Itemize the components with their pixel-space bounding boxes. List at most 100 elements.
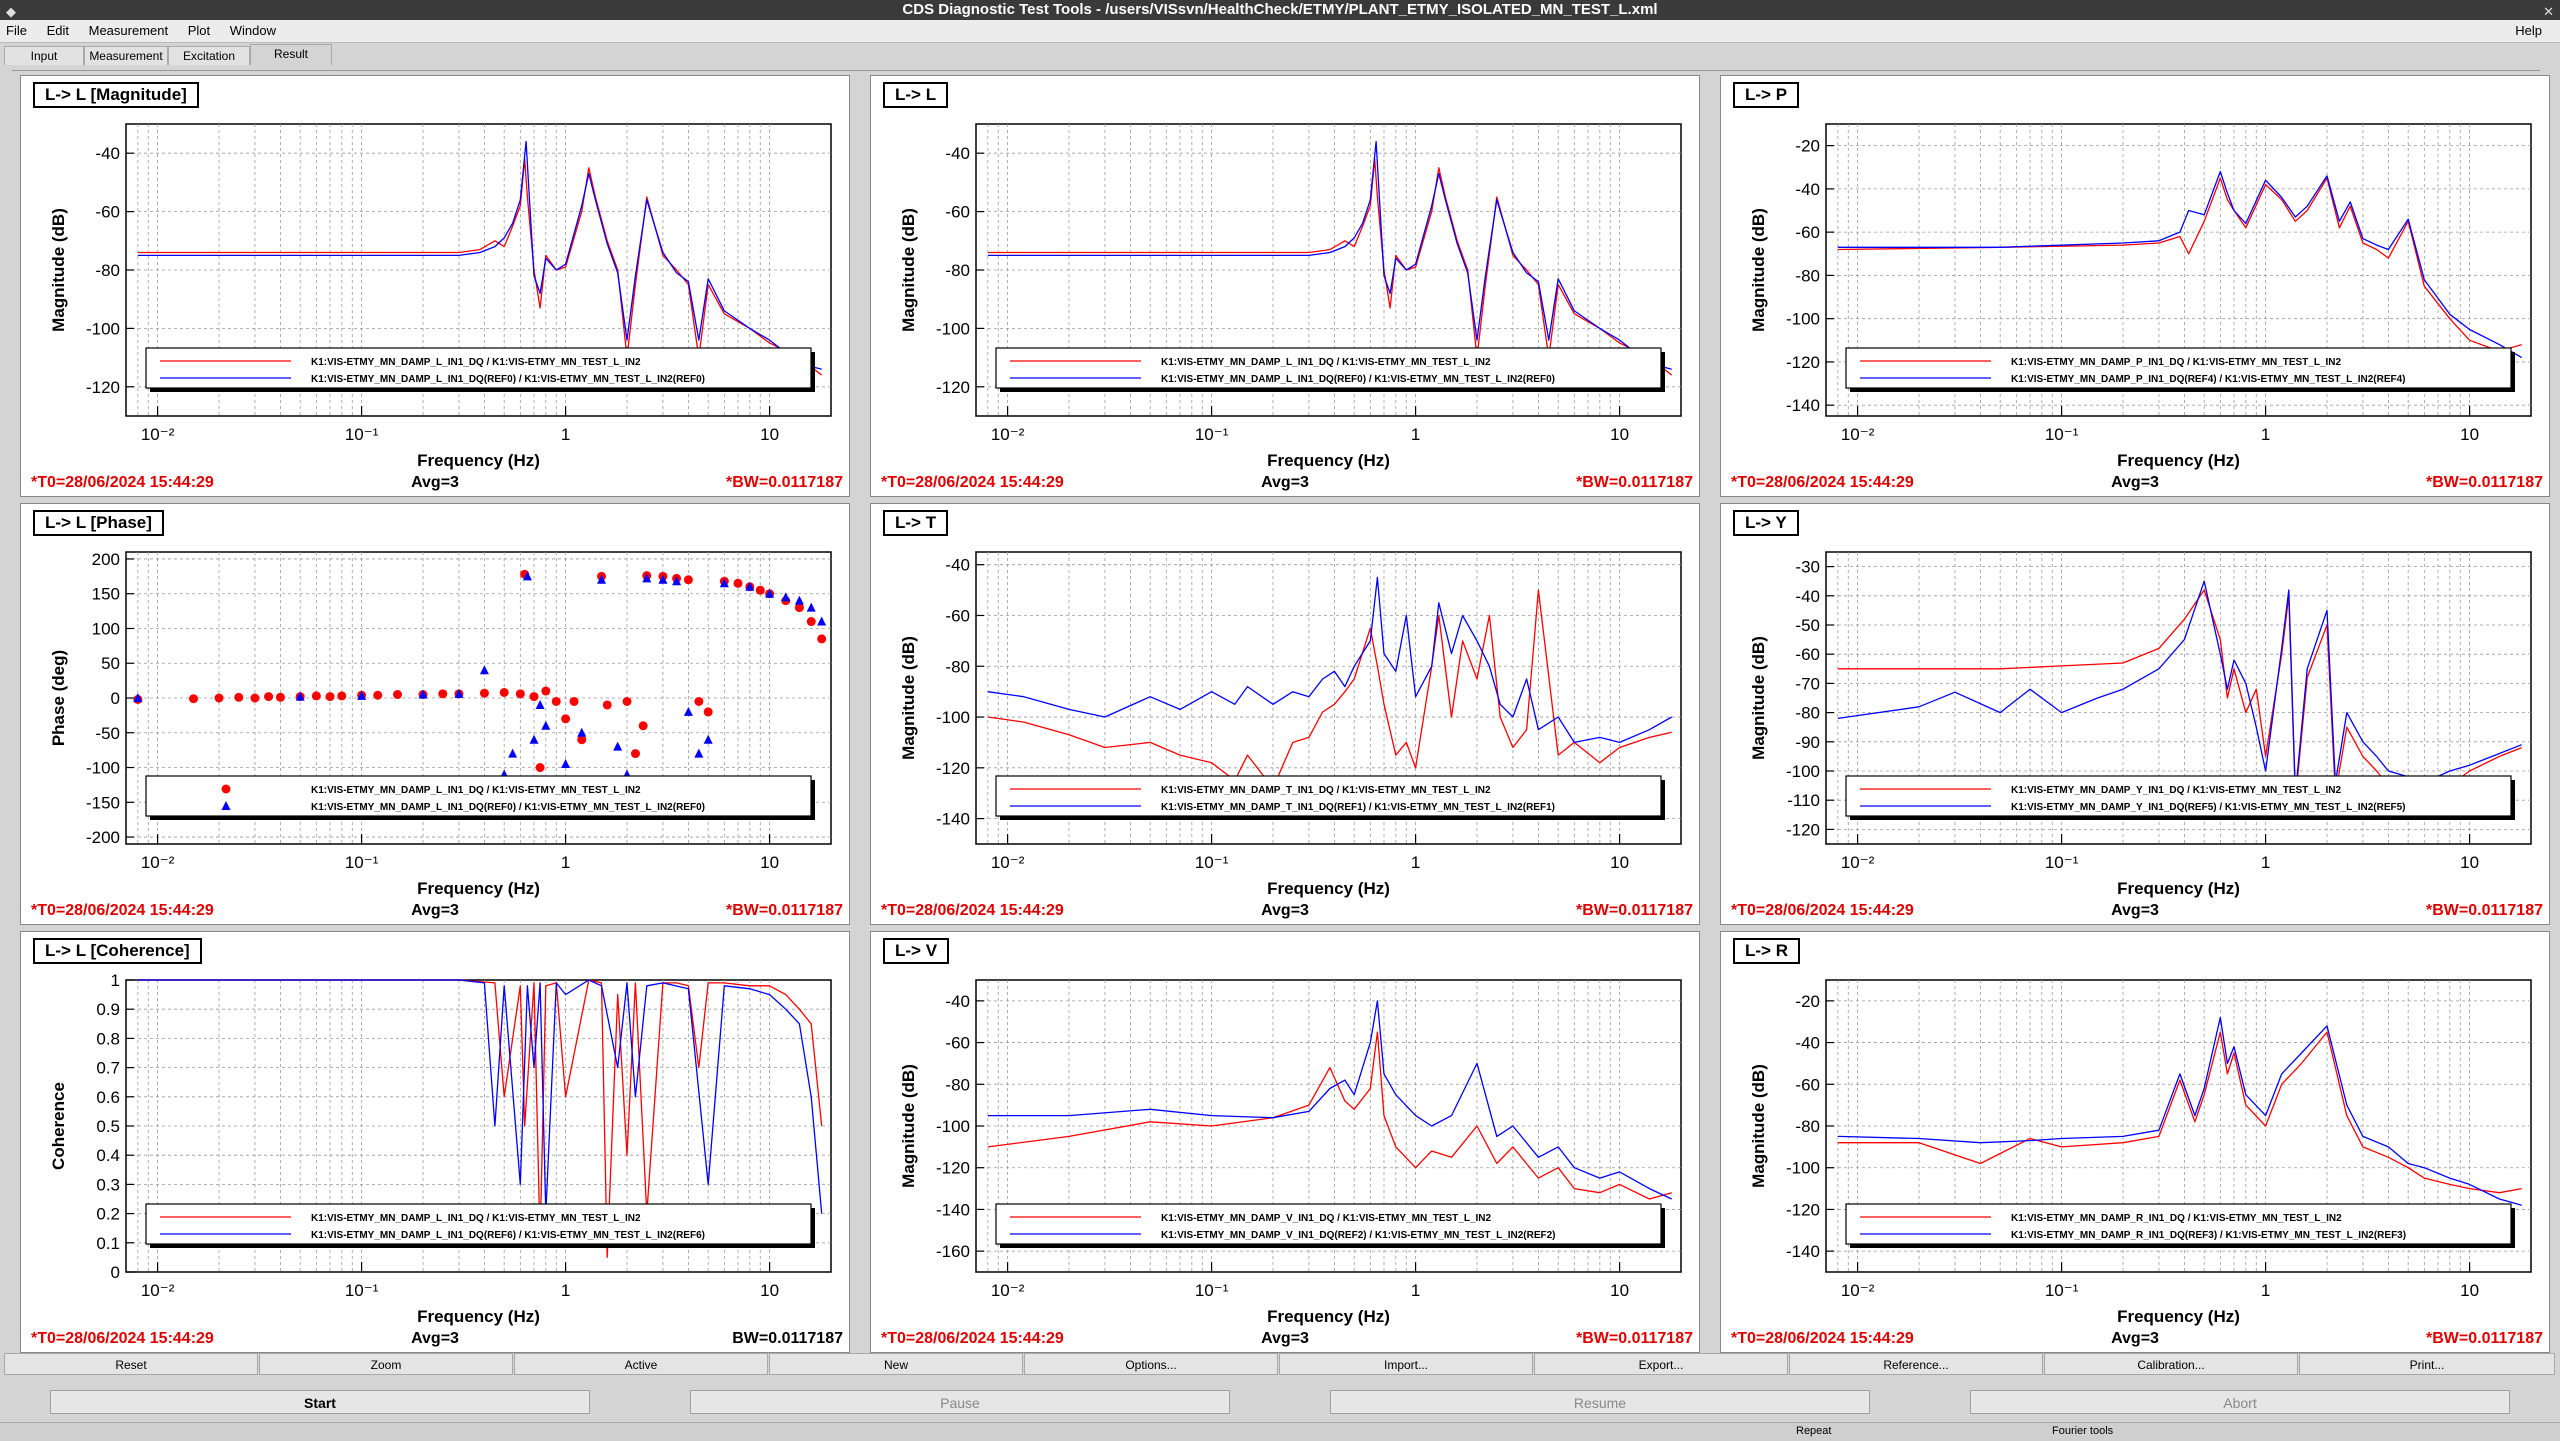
x-tick-label: 10 (1610, 1281, 1629, 1300)
y-tick-label: 1 (111, 971, 120, 990)
data-point (264, 692, 274, 702)
legend-entry: K1:VIS-ETMY_MN_DAMP_V_IN1_DQ(REF2) / K1:… (1161, 1230, 1556, 1241)
menu-help[interactable]: Help (2515, 23, 2542, 38)
y-tick-label: -50 (95, 724, 120, 743)
y-axis-label: Magnitude (dB) (899, 208, 918, 332)
x-tick-label: 1 (561, 425, 570, 444)
calibration-button[interactable]: Calibration... (2044, 1353, 2298, 1375)
plot-panel-l-y[interactable]: -30 -40 -50 -60 -70 -80 -90 -100 -110 -120 10⁻² 10⁻… (1720, 503, 2550, 925)
y-tick-label: -100 (936, 1117, 970, 1136)
plot-panel-l-r[interactable]: -20 -40 -60 -80 -100 -120 -140 10⁻² 10⁻¹ 1 10 Frequ… (1720, 931, 2550, 1353)
y-axis-label: Magnitude (dB) (1749, 208, 1768, 332)
plot-panel-l-l-mag[interactable]: -40 -60 -80 -100 -120 10⁻² 10⁻¹ 1 10 Frequency (H… (20, 75, 850, 497)
export-button[interactable]: Export... (1534, 1353, 1788, 1375)
menu-measurement[interactable]: Measurement (88, 23, 169, 38)
new-button[interactable]: New (769, 1353, 1023, 1375)
data-point (602, 700, 612, 710)
t0-label: *T0=28/06/2024 15:44:29 (31, 902, 214, 919)
t0-label: *T0=28/06/2024 15:44:29 (881, 474, 1064, 491)
bw-label: *BW=0.0117187 (2426, 474, 2543, 491)
menu-window[interactable]: Window (229, 23, 276, 38)
y-tick-label: -60 (1795, 645, 1820, 664)
bw-label: *BW=0.0117187 (2426, 1330, 2543, 1347)
y-tick-label: -120 (936, 759, 970, 778)
data-point (295, 691, 305, 701)
plot-panel-l-l[interactable]: -40 -60 -80 -100 -120 10⁻² 10⁻¹ 1 10 Frequency (H… (870, 75, 1700, 497)
x-tick-label: 10 (760, 425, 779, 444)
y-tick-label: -150 (86, 793, 120, 812)
options-button[interactable]: Options... (1024, 1353, 1278, 1375)
print-button[interactable]: Print... (2299, 1353, 2555, 1375)
menu-file[interactable]: File (6, 23, 27, 38)
data-point (325, 692, 335, 702)
x-tick-label: 1 (2261, 425, 2270, 444)
data-point (781, 592, 791, 602)
x-tick-label: 1 (561, 1281, 570, 1300)
zoom-button[interactable]: Zoom (259, 1353, 513, 1375)
plot-title: L-> P (1733, 82, 1800, 108)
menu-plot[interactable]: Plot (187, 23, 211, 38)
y-tick-label: -40 (945, 556, 970, 575)
t0-label: *T0=28/06/2024 15:44:29 (1731, 474, 1914, 491)
bw-label: *BW=0.0117187 (1576, 1330, 1693, 1347)
plot-title: L-> Y (1733, 510, 1799, 536)
tab-result[interactable]: Result (250, 44, 332, 65)
reset-button[interactable]: Reset (4, 1353, 258, 1375)
y-axis-label: Coherence (49, 1082, 68, 1170)
legend-marker (221, 801, 231, 810)
y-axis-label: Magnitude (dB) (1749, 1064, 1768, 1188)
menu-edit[interactable]: Edit (46, 23, 69, 38)
plot-panel-l-p[interactable]: -20 -40 -60 -80 -100 -120 -140 10⁻² 10⁻¹ 1 10 Frequ… (1720, 75, 2550, 497)
plot-panel-l-l-phase[interactable]: 200 150 100 50 0 -50 -100 -150 -200 10⁻² 10⁻¹ 1 10 Fr… (20, 503, 850, 925)
t0-label: *T0=28/06/2024 15:44:29 (1731, 1330, 1914, 1347)
start-button[interactable]: Start (50, 1390, 590, 1414)
legend: K1:VIS-ETMY_MN_DAMP_V_IN1_DQ / K1:VIS-ET… (995, 1203, 1665, 1248)
x-tick-label: 1 (1411, 425, 1420, 444)
resume-button[interactable]: Resume (1330, 1390, 1870, 1414)
data-point (694, 696, 704, 706)
plot-panel-l-t[interactable]: -40 -60 -80 -100 -120 -140 10⁻² 10⁻¹ 1 10 Frequenc… (870, 503, 1700, 925)
y-tick-label: -40 (945, 992, 970, 1011)
y-tick-label: -80 (1795, 266, 1820, 285)
x-tick-label: 10⁻² (141, 425, 175, 444)
active-button[interactable]: Active (514, 1353, 768, 1375)
pause-button[interactable]: Pause (690, 1390, 1230, 1414)
reference-button[interactable]: Reference... (1789, 1353, 2043, 1375)
series-line-1 (987, 1031, 1672, 1200)
menubar: File Edit Measurement Plot Window Help (0, 20, 2560, 43)
data-point (454, 688, 464, 698)
import-button[interactable]: Import... (1279, 1353, 1533, 1375)
tab-measurement[interactable]: Measurement (84, 46, 168, 65)
chart-l-l: -40 -60 -80 -100 -120 10⁻² 10⁻¹ 1 10 Frequency (H… (899, 123, 1682, 470)
window-titlebar: CDS Diagnostic Test Tools - /users/VISsv… (0, 0, 2560, 20)
legend-entry: K1:VIS-ETMY_MN_DAMP_R_IN1_DQ / K1:VIS-ET… (2011, 1213, 2342, 1224)
window-close-icon[interactable]: ✕ (2543, 4, 2554, 19)
bw-label: *BW=0.0117187 (726, 474, 843, 491)
x-tick-label: 1 (1411, 1281, 1420, 1300)
tab-input[interactable]: Input (4, 46, 84, 65)
abort-button[interactable]: Abort (1970, 1390, 2510, 1414)
y-tick-label: 0.7 (96, 1059, 120, 1078)
plot-panel-l-l-coh[interactable]: 1 0.9 0.8 0.7 0.6 0.5 0.4 0.3 0.2 0.1 0 10⁻² 10⁻¹ 1 10… (20, 931, 850, 1353)
plot-panel-l-v[interactable]: -40 -60 -80 -100 -120 -140 -160 10⁻² 10⁻¹ 1 10 Freq… (870, 931, 1700, 1353)
x-tick-label: 10⁻¹ (1195, 1281, 1229, 1300)
plot-title: L-> R (1733, 938, 1800, 964)
data-point (703, 707, 713, 717)
tab-excitation[interactable]: Excitation (168, 46, 250, 65)
plot-title: L-> L [Phase] (33, 510, 164, 536)
data-point (745, 581, 755, 591)
x-axis-label: Frequency (Hz) (1267, 1307, 1390, 1326)
y-tick-label: 150 (92, 585, 120, 604)
legend-entry: K1:VIS-ETMY_MN_DAMP_L_IN1_DQ(REF6) / K1:… (311, 1230, 705, 1241)
y-tick-label: -40 (95, 144, 120, 163)
data-point (642, 573, 652, 583)
data-point (569, 696, 579, 706)
x-tick-label: 10 (1610, 853, 1629, 872)
window-menu-icon[interactable]: ◆ (6, 4, 16, 19)
grid (976, 124, 1681, 416)
y-tick-label: 0.2 (96, 1205, 120, 1224)
legend-entry: K1:VIS-ETMY_MN_DAMP_P_IN1_DQ / K1:VIS-ET… (2011, 357, 2342, 368)
legend: K1:VIS-ETMY_MN_DAMP_Y_IN1_DQ / K1:VIS-ET… (1845, 775, 2515, 820)
legend-entry: K1:VIS-ETMY_MN_DAMP_T_IN1_DQ(REF1) / K1:… (1161, 802, 1555, 813)
data-point (817, 616, 827, 626)
